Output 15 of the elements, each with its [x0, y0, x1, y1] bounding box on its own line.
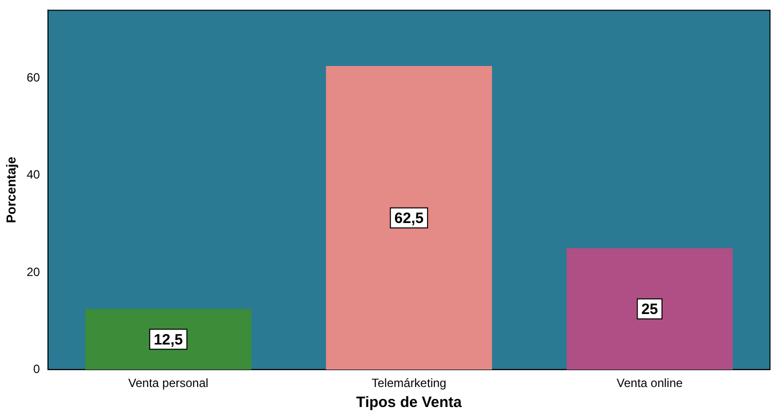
data-label: 25 [641, 301, 658, 318]
y-tick-label: 0 [33, 362, 40, 376]
data-label: 62,5 [394, 210, 424, 227]
x-tick-label: Venta personal [128, 376, 208, 390]
data-label: 12,5 [154, 331, 183, 348]
y-tick-label: 40 [26, 168, 40, 182]
x-tick-label: Venta online [616, 376, 684, 390]
bar [326, 66, 492, 370]
bar [566, 248, 733, 370]
x-tick-label: Telemárketing [372, 376, 446, 390]
y-tick-label: 20 [26, 264, 40, 279]
bar [85, 308, 252, 370]
x-axis-title: Tipos de Venta [356, 394, 462, 412]
y-axis-title: Porcentaje [3, 156, 18, 224]
y-tick-label: 60 [26, 70, 40, 85]
